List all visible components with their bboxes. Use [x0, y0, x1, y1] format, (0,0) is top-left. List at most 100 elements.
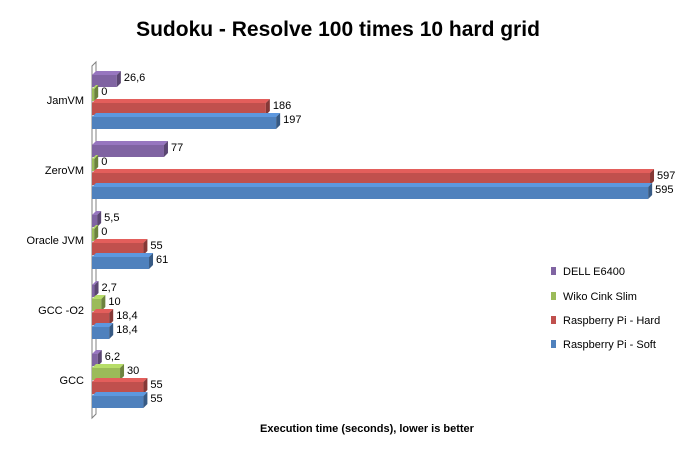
data-label: 0	[101, 226, 107, 238]
bar-front	[92, 285, 95, 297]
bar	[92, 323, 114, 339]
legend-item: Raspberry Pi - Soft	[551, 339, 656, 351]
legend-swatch	[551, 267, 556, 275]
category-label: GCC -O2	[38, 305, 84, 317]
bar	[92, 141, 168, 157]
bar	[92, 392, 148, 408]
bar-side	[109, 309, 114, 325]
bar-top	[92, 99, 270, 103]
data-label: 5,5	[104, 212, 119, 224]
bar-top	[92, 113, 281, 117]
bar-front	[92, 215, 98, 227]
bar-top	[92, 155, 99, 159]
bar-side	[94, 155, 99, 171]
bar-top	[92, 378, 148, 382]
bar-side	[97, 350, 102, 366]
data-label: 61	[156, 254, 168, 266]
bar	[92, 211, 102, 227]
bar-side	[149, 253, 154, 269]
legend-label: Raspberry Pi - Soft	[563, 339, 656, 351]
bar-top	[92, 309, 114, 313]
bar	[92, 113, 281, 129]
data-label: 55	[150, 393, 162, 405]
bar	[92, 183, 653, 199]
bar-front	[92, 75, 117, 87]
legend-item: Wiko Cink Slim	[551, 291, 637, 303]
bar	[92, 155, 99, 171]
bar	[92, 309, 114, 325]
legend-swatch	[551, 340, 556, 348]
bar	[92, 239, 148, 255]
bar-front	[92, 327, 110, 339]
bar-side	[143, 392, 148, 408]
bar	[92, 253, 154, 269]
category-labels: JamVM ZeroVM Oracle JVM GCC -O2 GCC	[27, 95, 85, 387]
data-label: 30	[127, 365, 139, 377]
bar	[92, 364, 125, 380]
legend-item: Raspberry Pi - Hard	[551, 315, 660, 327]
bar-top	[92, 253, 154, 257]
data-label: 10	[108, 296, 120, 308]
bar-front	[92, 89, 95, 101]
bar-front	[92, 368, 121, 380]
bar-front	[92, 145, 164, 157]
bar-top	[92, 323, 114, 327]
legend-label: DELL E6400	[563, 266, 625, 278]
data-label: 55	[150, 240, 162, 252]
category-label: Oracle JVM	[27, 235, 84, 247]
bar-top	[92, 350, 102, 354]
bar-side	[650, 169, 655, 185]
bars	[92, 71, 655, 408]
bar	[92, 281, 99, 297]
legend-swatch	[551, 316, 556, 324]
data-label: 0	[101, 86, 107, 98]
bar-side	[101, 295, 106, 311]
bar-top	[92, 281, 99, 285]
bar-front	[92, 117, 277, 129]
bar-side	[109, 323, 114, 339]
bar-front	[92, 103, 266, 115]
data-label: 55	[150, 379, 162, 391]
bar-front	[92, 159, 95, 171]
bar-side	[94, 225, 99, 241]
bar-front	[92, 354, 98, 366]
bar	[92, 85, 99, 101]
bar-side	[163, 141, 168, 157]
data-label: 597	[657, 170, 675, 182]
chart-title: Sudoku - Resolve 100 times 10 hard grid	[136, 18, 540, 41]
bar-front	[92, 173, 651, 185]
bar-side	[143, 378, 148, 394]
category-label: GCC	[60, 375, 85, 387]
bar-side	[276, 113, 281, 129]
bar	[92, 350, 102, 366]
bar-front	[92, 229, 95, 241]
bar-top	[92, 183, 653, 187]
bar-top	[92, 71, 121, 75]
data-label: 18,4	[116, 310, 137, 322]
bar	[92, 71, 121, 87]
data-label: 18,4	[116, 324, 137, 336]
x-axis-title: Execution time (seconds), lower is bette…	[260, 423, 475, 435]
legend: DELL E6400 Wiko Cink Slim Raspberry Pi - H…	[551, 266, 660, 351]
bar-front	[92, 299, 102, 311]
bar-side	[120, 364, 125, 380]
bar	[92, 295, 106, 311]
bar-side	[97, 211, 102, 227]
legend-item: DELL E6400	[551, 266, 625, 278]
bar-side	[648, 183, 653, 199]
legend-label: Raspberry Pi - Hard	[563, 315, 660, 327]
bar-front	[92, 396, 144, 408]
data-label: 197	[283, 114, 301, 126]
bar-top	[92, 364, 125, 368]
data-labels: 26,6 0 186 197 77 0 597 595 5,5 0 55 61 2,7 10 18,4 18,…	[101, 72, 675, 405]
bar	[92, 225, 99, 241]
bar-side	[94, 281, 99, 297]
category-label: ZeroVM	[45, 165, 84, 177]
bar	[92, 378, 148, 394]
bar	[92, 99, 270, 115]
bar-side	[94, 85, 99, 101]
data-label: 186	[273, 100, 291, 112]
bar-top	[92, 169, 655, 173]
bar-front	[92, 313, 110, 325]
